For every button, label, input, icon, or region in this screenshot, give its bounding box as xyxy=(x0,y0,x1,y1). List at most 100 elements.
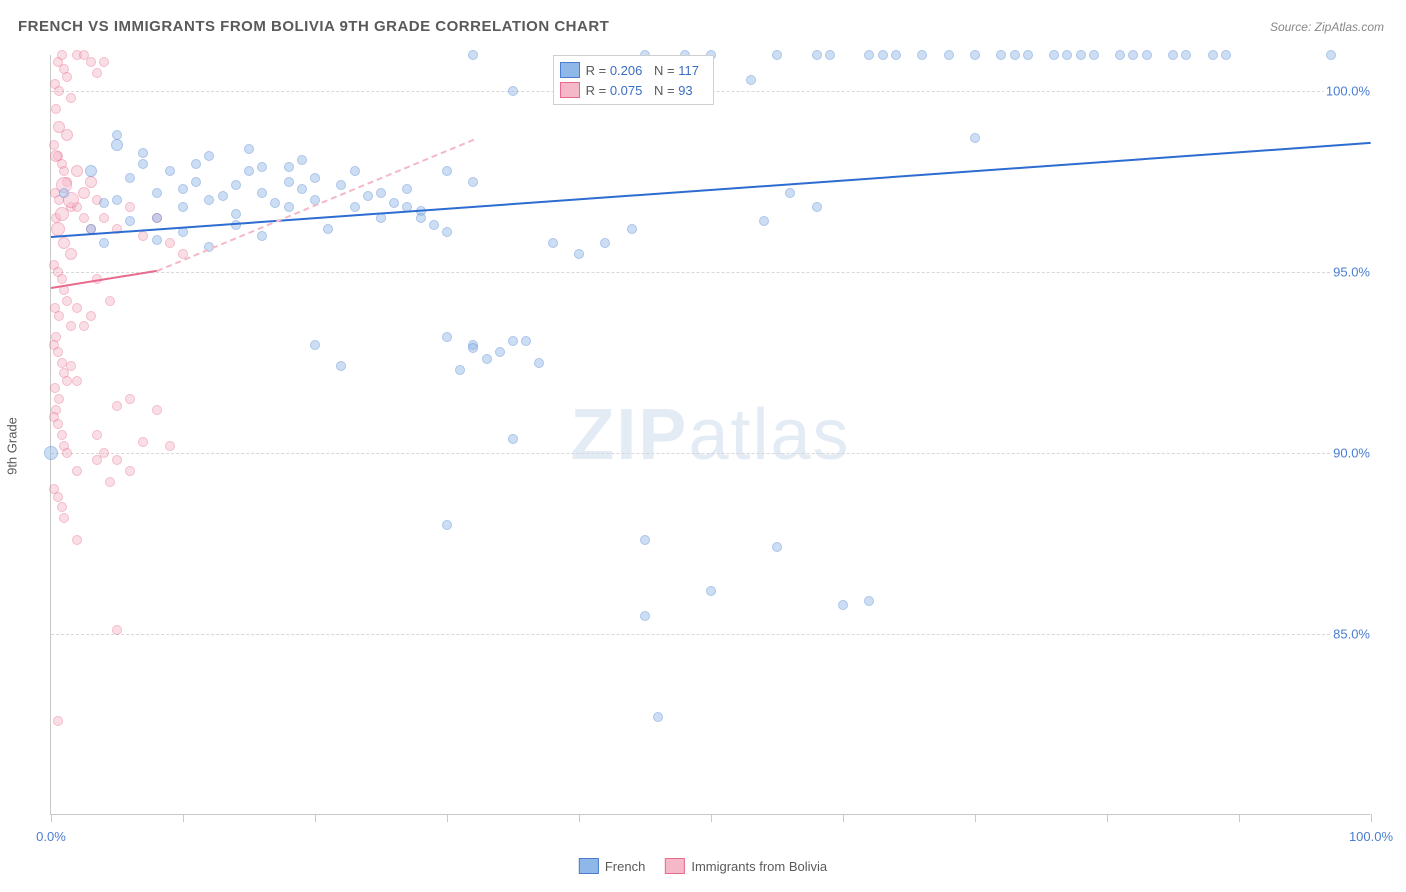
data-point xyxy=(336,361,346,371)
data-point xyxy=(55,207,69,221)
data-point xyxy=(57,430,67,440)
data-point xyxy=(165,441,175,451)
data-point xyxy=(508,336,518,346)
data-point xyxy=(284,177,294,187)
data-point xyxy=(297,184,307,194)
xtick xyxy=(1371,814,1372,822)
data-point xyxy=(1208,50,1218,60)
data-point xyxy=(53,492,63,502)
data-point xyxy=(59,188,69,198)
gridline xyxy=(51,453,1370,454)
data-point xyxy=(244,144,254,154)
plot-area: ZIPatlas 85.0%90.0%95.0%100.0%0.0%100.0%… xyxy=(50,55,1370,815)
data-point xyxy=(521,336,531,346)
data-point xyxy=(996,50,1006,60)
data-point xyxy=(53,716,63,726)
legend-label-french: French xyxy=(605,859,645,874)
data-point xyxy=(812,202,822,212)
data-point xyxy=(389,198,399,208)
data-point xyxy=(111,139,123,151)
data-point xyxy=(970,133,980,143)
data-point xyxy=(944,50,954,60)
data-point xyxy=(165,166,175,176)
xtick xyxy=(1239,814,1240,822)
watermark: ZIPatlas xyxy=(570,394,850,476)
data-point xyxy=(1128,50,1138,60)
data-point xyxy=(105,296,115,306)
data-point xyxy=(72,535,82,545)
data-point xyxy=(416,213,426,223)
data-point xyxy=(66,93,76,103)
data-point xyxy=(125,173,135,183)
data-point xyxy=(442,520,452,530)
data-point xyxy=(482,354,492,364)
data-point xyxy=(772,542,782,552)
data-point xyxy=(284,162,294,172)
trendline xyxy=(51,142,1371,238)
data-point xyxy=(54,311,64,321)
data-point xyxy=(92,430,102,440)
data-point xyxy=(864,50,874,60)
data-point xyxy=(429,220,439,230)
data-point xyxy=(323,224,333,234)
data-point xyxy=(1049,50,1059,60)
data-point xyxy=(218,191,228,201)
data-point xyxy=(138,437,148,447)
data-point xyxy=(970,50,980,60)
data-point xyxy=(79,213,89,223)
data-point xyxy=(57,50,67,60)
xtick xyxy=(579,814,580,822)
data-point xyxy=(257,231,267,241)
data-point xyxy=(152,405,162,415)
data-point xyxy=(112,625,122,635)
data-point xyxy=(204,151,214,161)
source-label: Source: ZipAtlas.com xyxy=(1270,20,1384,34)
swatch-french xyxy=(579,858,599,874)
data-point xyxy=(1181,50,1191,60)
data-point xyxy=(825,50,835,60)
data-point xyxy=(99,198,109,208)
ytick-label: 90.0% xyxy=(1331,446,1372,461)
data-point xyxy=(78,187,90,199)
data-point xyxy=(72,376,82,386)
data-point xyxy=(336,180,346,190)
data-point xyxy=(891,50,901,60)
data-point xyxy=(1115,50,1125,60)
data-point xyxy=(759,216,769,226)
data-point xyxy=(468,343,478,353)
ytick-label: 95.0% xyxy=(1331,265,1372,280)
data-point xyxy=(574,249,584,259)
data-point xyxy=(1221,50,1231,60)
data-point xyxy=(231,180,241,190)
data-point xyxy=(350,166,360,176)
data-point xyxy=(231,209,241,219)
data-point xyxy=(864,596,874,606)
data-point xyxy=(653,712,663,722)
data-point xyxy=(125,216,135,226)
data-point xyxy=(627,224,637,234)
data-point xyxy=(270,198,280,208)
data-point xyxy=(878,50,888,60)
data-point xyxy=(640,535,650,545)
legend-stats-row: R = 0.206 N = 117 xyxy=(560,60,707,80)
watermark-bold: ZIP xyxy=(570,395,688,475)
data-point xyxy=(105,477,115,487)
data-point xyxy=(1010,50,1020,60)
data-point xyxy=(284,202,294,212)
data-point xyxy=(49,140,59,150)
data-point xyxy=(442,332,452,342)
legend-stats-row: R = 0.075 N = 93 xyxy=(560,80,707,100)
legend-swatch xyxy=(560,62,580,78)
data-point xyxy=(442,227,452,237)
data-point xyxy=(442,166,452,176)
data-point xyxy=(548,238,558,248)
data-point xyxy=(99,213,109,223)
data-point xyxy=(54,86,64,96)
data-point xyxy=(138,159,148,169)
data-point xyxy=(257,162,267,172)
data-point xyxy=(62,376,72,386)
data-point xyxy=(59,166,69,176)
data-point xyxy=(112,455,122,465)
legend-stats-text: R = 0.075 N = 93 xyxy=(586,83,701,98)
xtick xyxy=(975,814,976,822)
